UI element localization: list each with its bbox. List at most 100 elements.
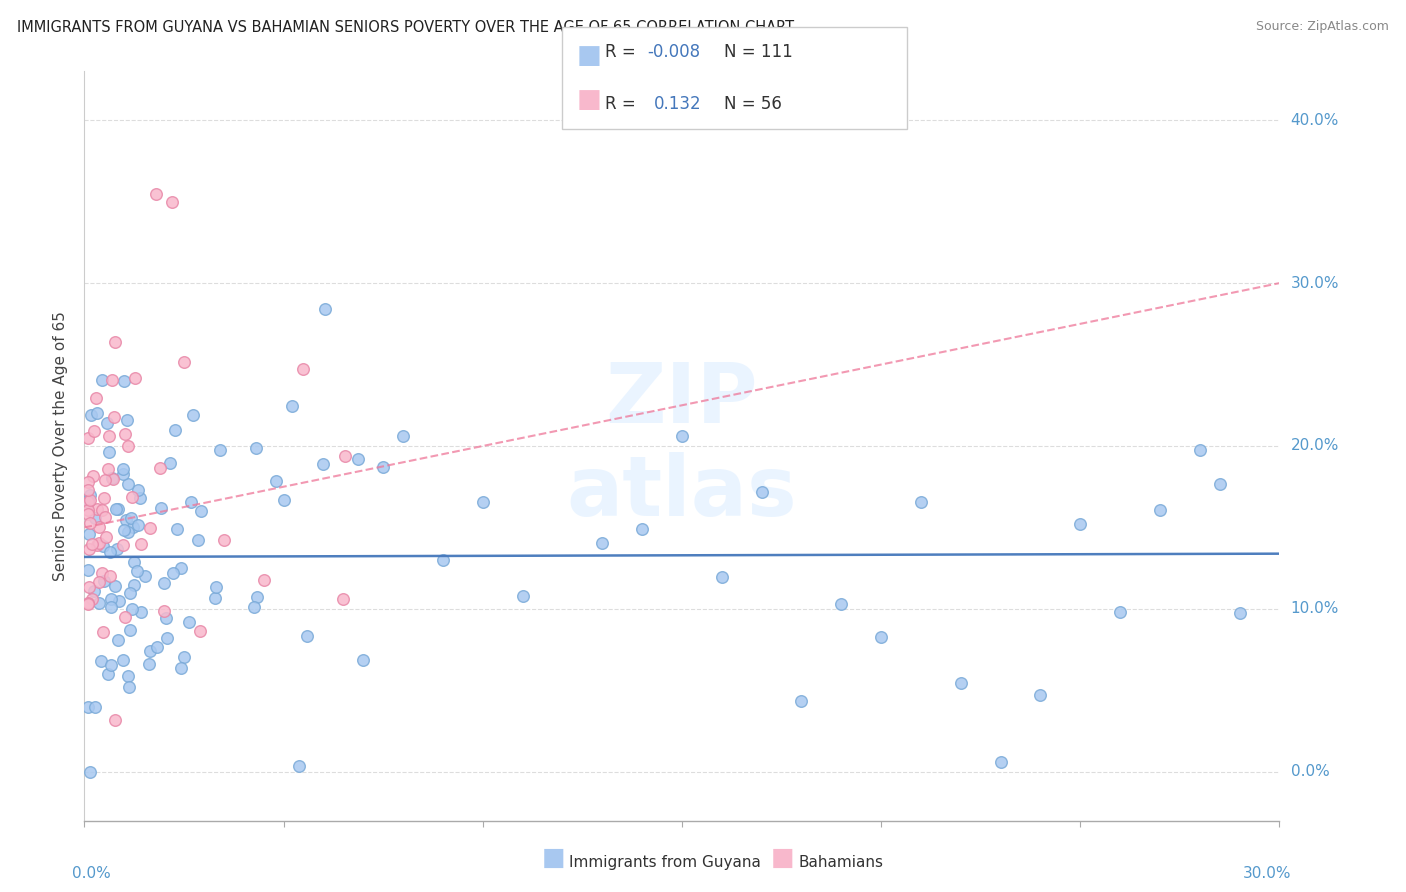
Point: [94, 473, 117, 487]
Point: [79, 764, 101, 779]
Point: [98, 428, 121, 442]
Point: [204, 591, 226, 606]
Point: [90, 373, 112, 387]
Text: R =: R =: [605, 95, 641, 113]
Point: [112, 524, 135, 538]
Point: [127, 564, 149, 578]
Text: ■: ■: [576, 87, 602, 113]
Point: [165, 423, 187, 437]
Point: [127, 483, 149, 497]
Point: [100, 592, 122, 607]
Text: N = 111: N = 111: [724, 43, 793, 61]
Point: [1149, 503, 1171, 517]
Point: [138, 657, 160, 672]
Point: [152, 576, 174, 591]
Point: [631, 522, 654, 536]
Point: [129, 537, 152, 551]
Text: ■: ■: [541, 846, 565, 870]
Point: [120, 624, 142, 638]
Point: [1188, 442, 1211, 457]
Point: [86, 406, 108, 420]
Point: [112, 374, 135, 388]
Point: [160, 194, 183, 209]
Point: [212, 533, 235, 548]
Point: [990, 755, 1012, 769]
Point: [96, 667, 118, 681]
Point: [112, 538, 135, 552]
Text: IMMIGRANTS FROM GUYANA VS BAHAMIAN SENIORS POVERTY OVER THE AGE OF 65 CORRELATIO: IMMIGRANTS FROM GUYANA VS BAHAMIAN SENIO…: [17, 20, 794, 35]
Point: [149, 460, 172, 475]
Point: [134, 568, 156, 582]
Point: [173, 650, 195, 665]
Point: [910, 495, 932, 509]
Point: [101, 472, 124, 486]
Point: [121, 490, 143, 504]
Point: [93, 491, 115, 506]
Text: 40.0%: 40.0%: [1291, 112, 1339, 128]
Point: [77, 699, 100, 714]
Point: [281, 399, 304, 413]
Point: [710, 570, 733, 584]
Point: [90, 654, 112, 668]
Point: [118, 586, 141, 600]
Point: [1029, 688, 1052, 702]
Point: [91, 566, 114, 580]
Point: [122, 578, 145, 592]
Point: [288, 759, 311, 773]
Point: [122, 555, 145, 569]
Point: [97, 461, 120, 475]
Point: [87, 536, 110, 550]
Point: [91, 539, 114, 553]
Point: [1069, 516, 1091, 531]
Point: [373, 459, 395, 474]
Point: [77, 494, 100, 508]
Point: [87, 520, 110, 534]
Text: Bahamians: Bahamians: [799, 855, 883, 870]
Point: [87, 574, 110, 589]
Point: [312, 457, 335, 471]
Text: ZIP
atlas: ZIP atlas: [567, 359, 797, 533]
Point: [139, 644, 162, 658]
Point: [77, 526, 100, 541]
Point: [77, 563, 100, 577]
Point: [94, 530, 117, 544]
Point: [471, 495, 494, 509]
Point: [91, 502, 114, 516]
Y-axis label: Seniors Poverty Over the Age of 65: Seniors Poverty Over the Age of 65: [53, 311, 69, 581]
Point: [114, 426, 136, 441]
Point: [1229, 607, 1251, 621]
Point: [166, 522, 188, 536]
Point: [181, 408, 204, 422]
Point: [104, 335, 127, 350]
Point: [97, 445, 120, 459]
Point: [82, 468, 104, 483]
Point: [80, 408, 103, 422]
Point: [79, 488, 101, 502]
Text: N = 56: N = 56: [724, 95, 782, 113]
Point: [77, 431, 100, 445]
Point: [77, 483, 100, 497]
Point: [156, 631, 179, 645]
Point: [107, 594, 129, 608]
Point: [117, 439, 139, 453]
Point: [114, 513, 136, 527]
Point: [77, 494, 100, 508]
Point: [86, 501, 108, 516]
Point: [432, 553, 454, 567]
Point: [266, 474, 288, 488]
Point: [671, 429, 693, 443]
Point: [273, 493, 295, 508]
Point: [104, 501, 127, 516]
Point: [145, 186, 167, 201]
Point: [949, 676, 972, 690]
Point: [188, 624, 211, 638]
Point: [103, 579, 125, 593]
Point: [245, 442, 267, 456]
Point: [77, 580, 100, 594]
Text: Immigrants from Guyana: Immigrants from Guyana: [569, 855, 761, 870]
Point: [77, 475, 100, 490]
Text: ■: ■: [770, 846, 794, 870]
Point: [100, 599, 122, 614]
Point: [107, 632, 129, 647]
Point: [82, 592, 104, 607]
